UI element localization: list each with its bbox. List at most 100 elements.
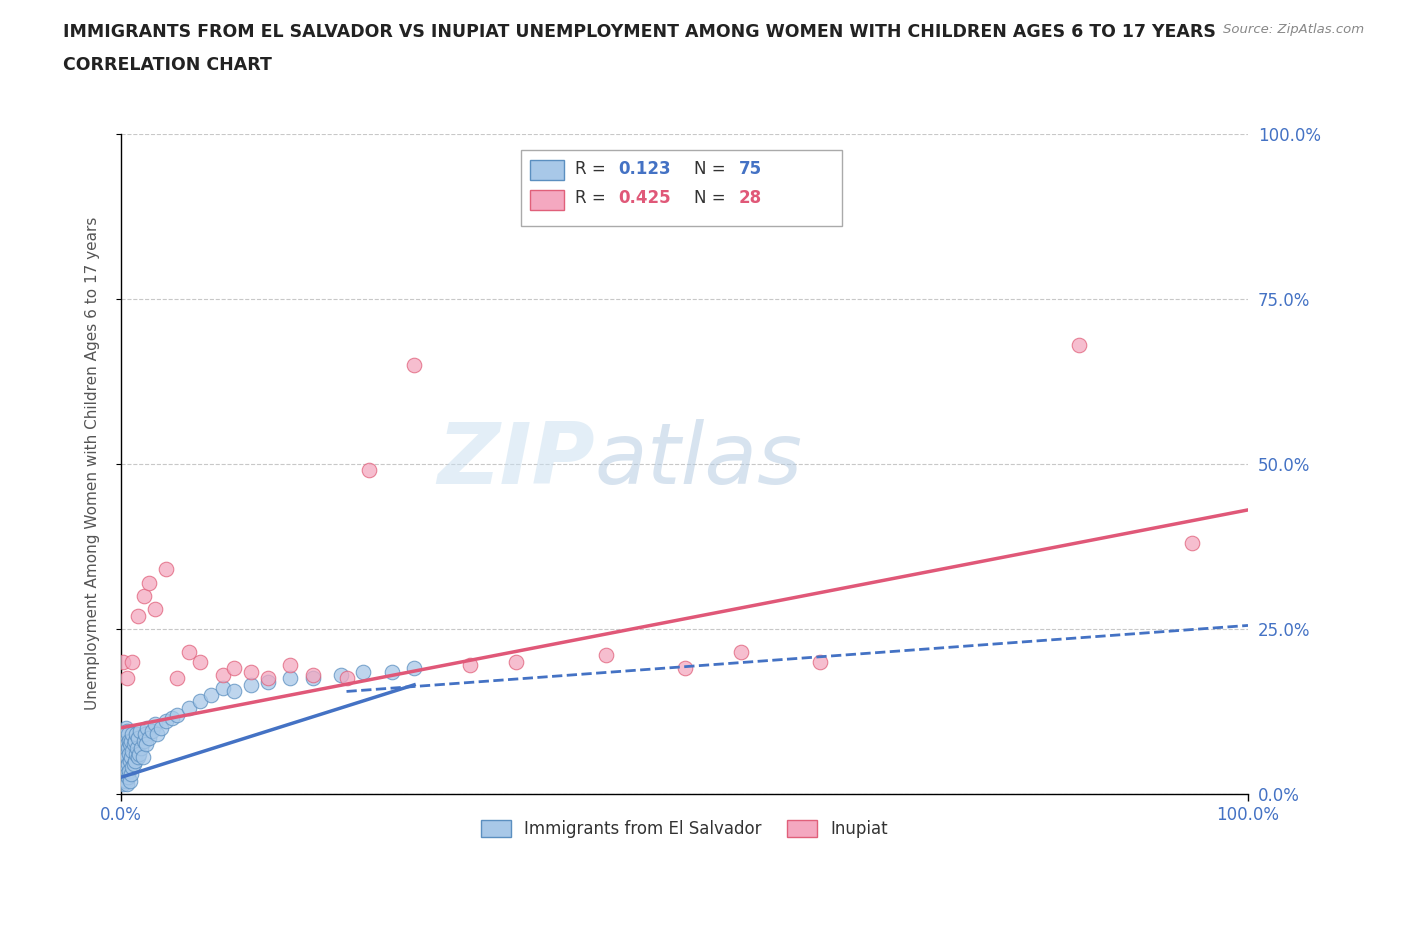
Point xyxy=(177,644,200,659)
Text: R =: R = xyxy=(575,190,612,207)
Point xyxy=(160,711,183,725)
Point xyxy=(352,664,374,679)
Point xyxy=(135,737,157,751)
Point xyxy=(404,661,426,676)
Point xyxy=(138,575,160,590)
Point xyxy=(301,671,323,685)
Point xyxy=(127,608,149,623)
Point xyxy=(125,727,148,742)
Text: atlas: atlas xyxy=(595,418,803,502)
Point xyxy=(127,730,149,745)
Point xyxy=(117,770,139,785)
Point xyxy=(115,671,138,685)
Text: ZIP: ZIP xyxy=(437,418,595,502)
Point xyxy=(381,664,404,679)
FancyBboxPatch shape xyxy=(522,150,842,226)
Point xyxy=(136,721,159,736)
Point xyxy=(155,713,177,728)
Point xyxy=(121,655,143,670)
Point xyxy=(129,724,152,738)
Point xyxy=(357,463,380,478)
Point xyxy=(166,671,188,685)
Point xyxy=(114,730,136,745)
Point xyxy=(138,730,160,745)
Point xyxy=(141,724,163,738)
Point xyxy=(595,647,617,662)
Legend: Immigrants from El Salvador, Inupiat: Immigrants from El Salvador, Inupiat xyxy=(474,814,894,844)
Point xyxy=(256,671,278,685)
Point xyxy=(127,750,149,764)
Text: N =: N = xyxy=(693,190,731,207)
Point xyxy=(111,760,134,775)
Point xyxy=(120,737,142,751)
Point xyxy=(121,727,143,742)
Point xyxy=(239,677,262,692)
Point xyxy=(1181,536,1204,551)
Point xyxy=(111,773,134,788)
Point xyxy=(146,727,169,742)
Point xyxy=(115,766,138,781)
Point xyxy=(460,658,482,672)
Text: IMMIGRANTS FROM EL SALVADOR VS INUPIAT UNEMPLOYMENT AMONG WOMEN WITH CHILDREN AG: IMMIGRANTS FROM EL SALVADOR VS INUPIAT U… xyxy=(63,23,1216,41)
Point xyxy=(115,724,138,738)
Point xyxy=(222,661,245,676)
Point xyxy=(188,655,211,670)
Point xyxy=(115,777,138,791)
Text: R =: R = xyxy=(575,160,612,178)
Point xyxy=(114,760,136,775)
Point xyxy=(128,747,150,762)
Point xyxy=(112,727,135,742)
Point xyxy=(278,658,301,672)
Text: 75: 75 xyxy=(738,160,762,178)
Point xyxy=(121,760,143,775)
Text: N =: N = xyxy=(693,160,731,178)
Point xyxy=(132,734,155,749)
Point xyxy=(222,684,245,699)
Point xyxy=(278,671,301,685)
Point xyxy=(329,668,352,683)
Point xyxy=(125,747,148,762)
Point xyxy=(256,674,278,689)
Point xyxy=(117,757,139,772)
Text: 0.123: 0.123 xyxy=(619,160,671,178)
Point xyxy=(121,743,143,758)
Point xyxy=(177,700,200,715)
Point xyxy=(132,589,155,604)
Point xyxy=(166,707,188,722)
Point xyxy=(120,773,142,788)
Text: 0.425: 0.425 xyxy=(619,190,671,207)
Point xyxy=(131,750,153,764)
Point xyxy=(114,770,136,785)
Point xyxy=(122,757,145,772)
Point xyxy=(114,757,136,772)
FancyBboxPatch shape xyxy=(530,160,564,179)
FancyBboxPatch shape xyxy=(530,190,564,209)
Point xyxy=(120,734,142,749)
Point xyxy=(112,766,135,781)
Point xyxy=(118,747,141,762)
Point xyxy=(134,727,156,742)
Point xyxy=(112,777,135,791)
Text: CORRELATION CHART: CORRELATION CHART xyxy=(63,56,273,73)
Point xyxy=(117,727,139,742)
Point xyxy=(188,694,211,709)
Point xyxy=(404,357,426,372)
Point xyxy=(122,737,145,751)
Point xyxy=(143,602,166,617)
Point xyxy=(673,661,696,676)
Point xyxy=(808,655,831,670)
Point xyxy=(505,655,527,670)
Point xyxy=(730,644,752,659)
Point xyxy=(114,747,136,762)
Point xyxy=(143,717,166,732)
Point xyxy=(114,721,136,736)
Point xyxy=(112,740,135,755)
Point xyxy=(112,753,135,768)
Point xyxy=(120,750,142,764)
Point xyxy=(112,655,135,670)
Point xyxy=(155,562,177,577)
Point xyxy=(335,671,357,685)
Y-axis label: Unemployment Among Women with Children Ages 6 to 17 years: Unemployment Among Women with Children A… xyxy=(86,217,100,711)
Point xyxy=(120,766,142,781)
Point xyxy=(211,668,233,683)
